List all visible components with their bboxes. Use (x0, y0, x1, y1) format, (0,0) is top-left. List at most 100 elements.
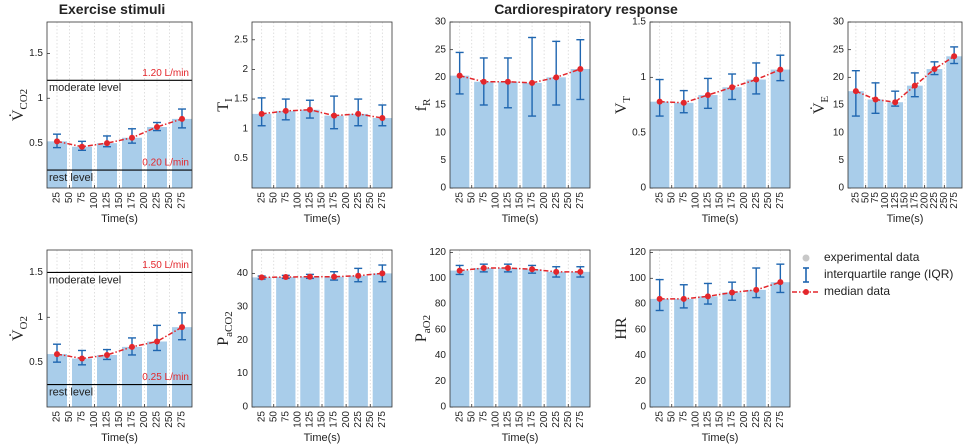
median-point (656, 295, 663, 302)
bar (97, 143, 117, 188)
x-tick-label: 250 (164, 192, 175, 209)
header: Exercise stimuli (59, 1, 166, 17)
median-point (656, 98, 663, 105)
bar (47, 354, 67, 407)
x-tick-label: 200 (539, 411, 550, 428)
bar (252, 113, 272, 188)
median-line (261, 272, 383, 279)
legend-marker (803, 267, 809, 283)
bar (722, 292, 742, 407)
median-point (355, 272, 362, 279)
x-tick-label: 200 (139, 411, 150, 428)
y-axis-label: PaCO2 (215, 311, 235, 346)
x-tick-label: 25 (256, 192, 267, 204)
legend-label: median data (824, 284, 890, 298)
x-tick-label: 150 (900, 192, 911, 209)
x-tick-label: 150 (715, 192, 726, 209)
median-point (680, 99, 687, 106)
median-point (456, 267, 463, 274)
x-tick-label: 75 (678, 192, 689, 204)
reference-value-label: 1.50 L/min (142, 260, 189, 271)
y-tick-label: 120 (429, 247, 446, 258)
y-axis-label-main: T (215, 102, 232, 112)
x-tick-label: 200 (739, 411, 750, 428)
x-tick-label: 250 (365, 192, 376, 209)
y-axis-label-main: HR (613, 317, 630, 340)
x-tick-label: 200 (341, 411, 352, 428)
bar (172, 118, 192, 188)
y-axis-label-sub: E (819, 96, 831, 103)
bar (72, 146, 92, 188)
y-axis-label: VT (613, 96, 633, 115)
y-axis-label: fR (413, 98, 433, 111)
x-tick-label: 75 (870, 192, 881, 204)
median-point (379, 115, 386, 122)
median-point (777, 66, 784, 73)
y-tick-label: 0 (838, 183, 844, 194)
bar (746, 289, 766, 407)
x-tick-label: 50 (268, 411, 279, 423)
y-axis-label-main: f (413, 105, 430, 111)
y-axis-label-sub: aCO2 (223, 311, 235, 337)
x-tick-label: 175 (329, 411, 340, 428)
x-tick-label: 200 (739, 192, 750, 209)
y-tick-label: 1.5 (632, 17, 646, 28)
median-point (480, 78, 487, 85)
bar (887, 102, 904, 188)
x-tick-label: 225 (152, 411, 163, 428)
y-tick-label: 25 (435, 44, 447, 55)
x-tick-label: 125 (102, 192, 113, 209)
x-tick-label: 275 (177, 192, 188, 209)
bar (570, 271, 590, 407)
x-tick-label: 250 (365, 411, 376, 428)
x-axis-label: Time(s) (101, 213, 138, 225)
x-tick-label: 175 (909, 192, 920, 209)
x-tick-label: 75 (280, 411, 291, 423)
bar (770, 282, 790, 407)
median-point (704, 293, 711, 300)
x-tick-label: 250 (763, 411, 774, 428)
median-point (529, 266, 536, 273)
x-tick-label: 75 (678, 411, 689, 423)
median-point (777, 279, 784, 286)
x-tick-label: 150 (114, 411, 125, 428)
x-tick-label: 175 (527, 192, 538, 209)
median-point (54, 351, 60, 358)
x-axis-label: Time(s) (702, 213, 739, 225)
bar (252, 277, 272, 407)
x-tick-label: 175 (127, 411, 138, 428)
x-tick-label: 50 (466, 411, 477, 423)
y-tick-label: 30 (833, 17, 845, 28)
median-point (104, 351, 110, 358)
bar (674, 102, 694, 188)
x-tick-label: 50 (666, 192, 677, 204)
x-tick-label: 50 (666, 411, 677, 423)
median-point (553, 268, 560, 275)
x-tick-label: 225 (152, 192, 163, 209)
x-tick-label: 175 (527, 411, 538, 428)
bar (570, 69, 590, 188)
bar (450, 270, 470, 407)
reference-value-label: 0.20 L/min (142, 158, 189, 169)
x-tick-label: 275 (775, 192, 786, 209)
x-tick-label: 200 (341, 192, 352, 209)
bar (926, 69, 943, 188)
y-tick-label: 1 (37, 93, 43, 104)
median-point (79, 143, 85, 150)
bar (276, 277, 296, 407)
median-point (355, 110, 362, 117)
axes-frame (251, 249, 393, 408)
median-point (504, 78, 511, 85)
median-point (154, 123, 160, 130)
axes-frame (449, 21, 591, 189)
median-point (680, 295, 687, 302)
bar (147, 341, 167, 407)
legend-label: interquartile range (IQR) (824, 267, 953, 281)
y-tick-label: 20 (435, 72, 447, 83)
x-tick-label: 100 (880, 192, 891, 209)
y-tick-label: 15 (435, 100, 447, 111)
bar (867, 99, 884, 188)
y-axis-label: TI (215, 98, 235, 112)
y-axis-label: PaO2 (413, 315, 433, 342)
x-axis-label: Time(s) (502, 213, 539, 225)
